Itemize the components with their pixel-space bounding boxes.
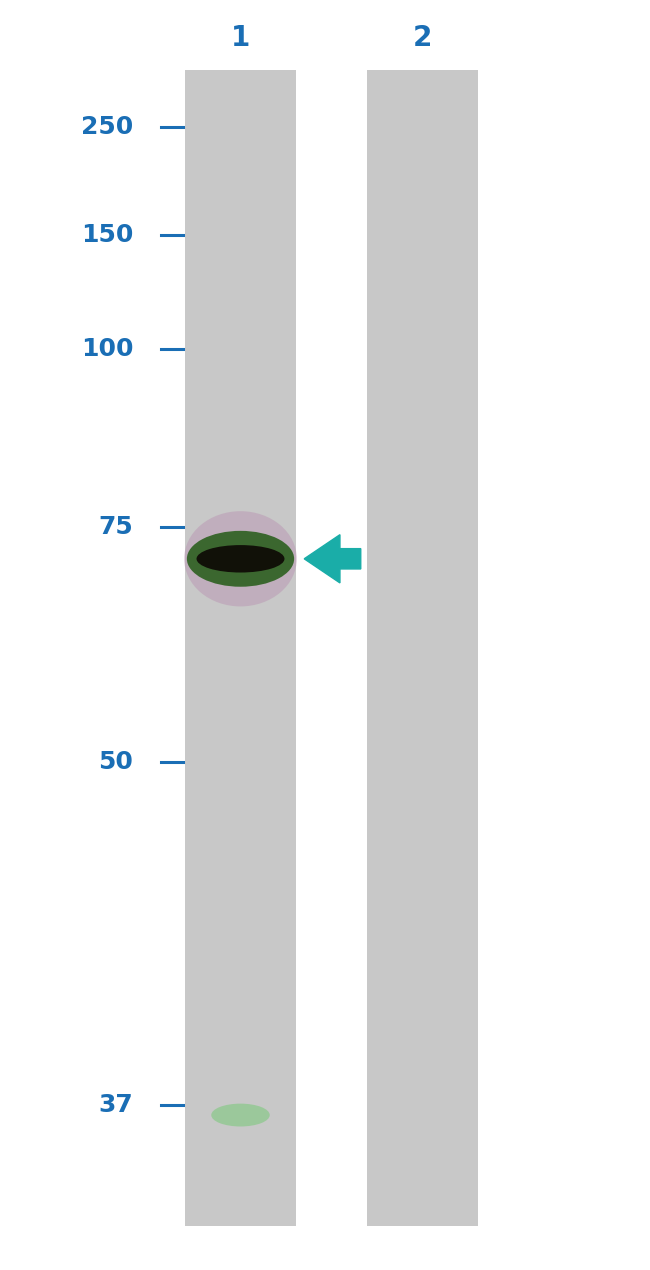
Text: 150: 150 <box>81 224 133 246</box>
Bar <box>367 70 478 1226</box>
Text: 75: 75 <box>99 516 133 538</box>
Text: 100: 100 <box>81 338 133 361</box>
Ellipse shape <box>187 531 294 587</box>
Bar <box>185 70 296 1226</box>
Text: 50: 50 <box>98 751 133 773</box>
FancyArrow shape <box>304 535 361 583</box>
Text: 250: 250 <box>81 116 133 138</box>
Ellipse shape <box>184 511 297 606</box>
Ellipse shape <box>211 1104 270 1126</box>
Text: 1: 1 <box>231 24 250 52</box>
Text: 2: 2 <box>413 24 432 52</box>
Ellipse shape <box>196 545 285 573</box>
Text: 37: 37 <box>99 1093 133 1116</box>
